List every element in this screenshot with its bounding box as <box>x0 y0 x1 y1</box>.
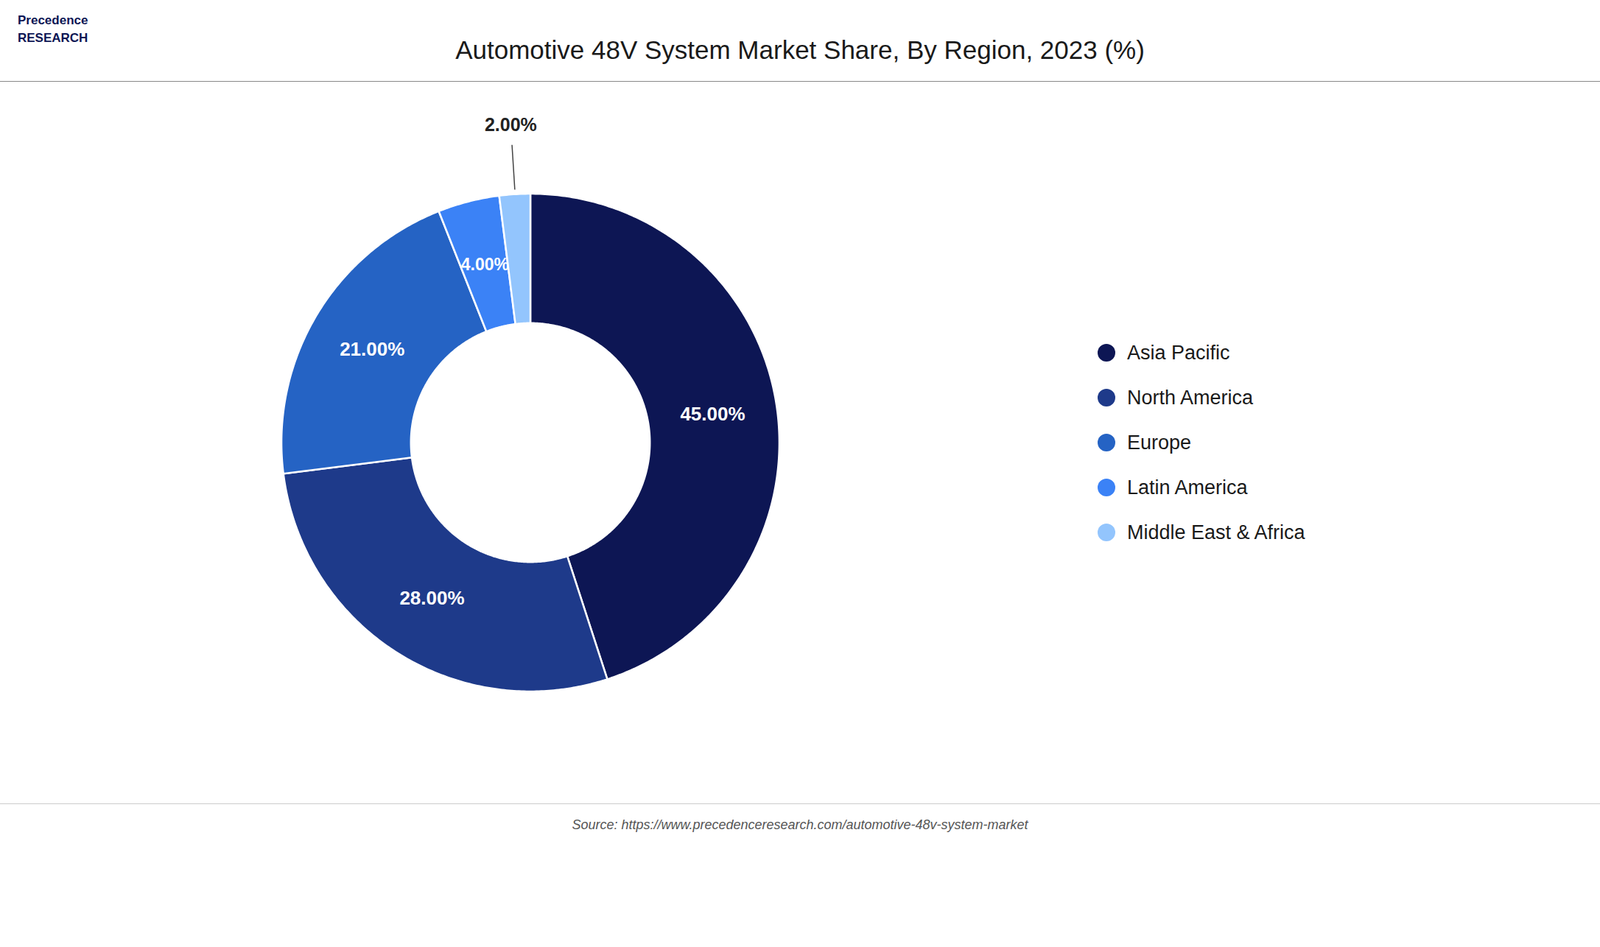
svg-text:28.00%: 28.00% <box>399 587 465 610</box>
html-text:Asia Pacific: Asia Pacific <box>1127 341 1230 364</box>
svg-text:45.00%: 45.00% <box>679 402 745 426</box>
html-text:Europe: Europe <box>1127 431 1192 454</box>
svg-text:4.00%: 4.00% <box>461 254 510 275</box>
html-text:North America: North America <box>1127 386 1254 409</box>
html-text:Precedence RESEARCH: Precedence RESEARCH <box>17 13 89 45</box>
html-text:Source: https://www.precedence: Source: https://www.precedenceresearch.c… <box>571 817 1029 833</box>
svg-text:2.00%: 2.00% <box>484 114 538 135</box>
svg-text:21.00%: 21.00% <box>339 338 405 361</box>
html-text:Automotive 48V System Market S: Automotive 48V System Market Share, By R… <box>455 35 1145 65</box>
html-text:Middle East & Africa: Middle East & Africa <box>1127 521 1306 544</box>
html-text:Latin America: Latin America <box>1127 476 1248 499</box>
